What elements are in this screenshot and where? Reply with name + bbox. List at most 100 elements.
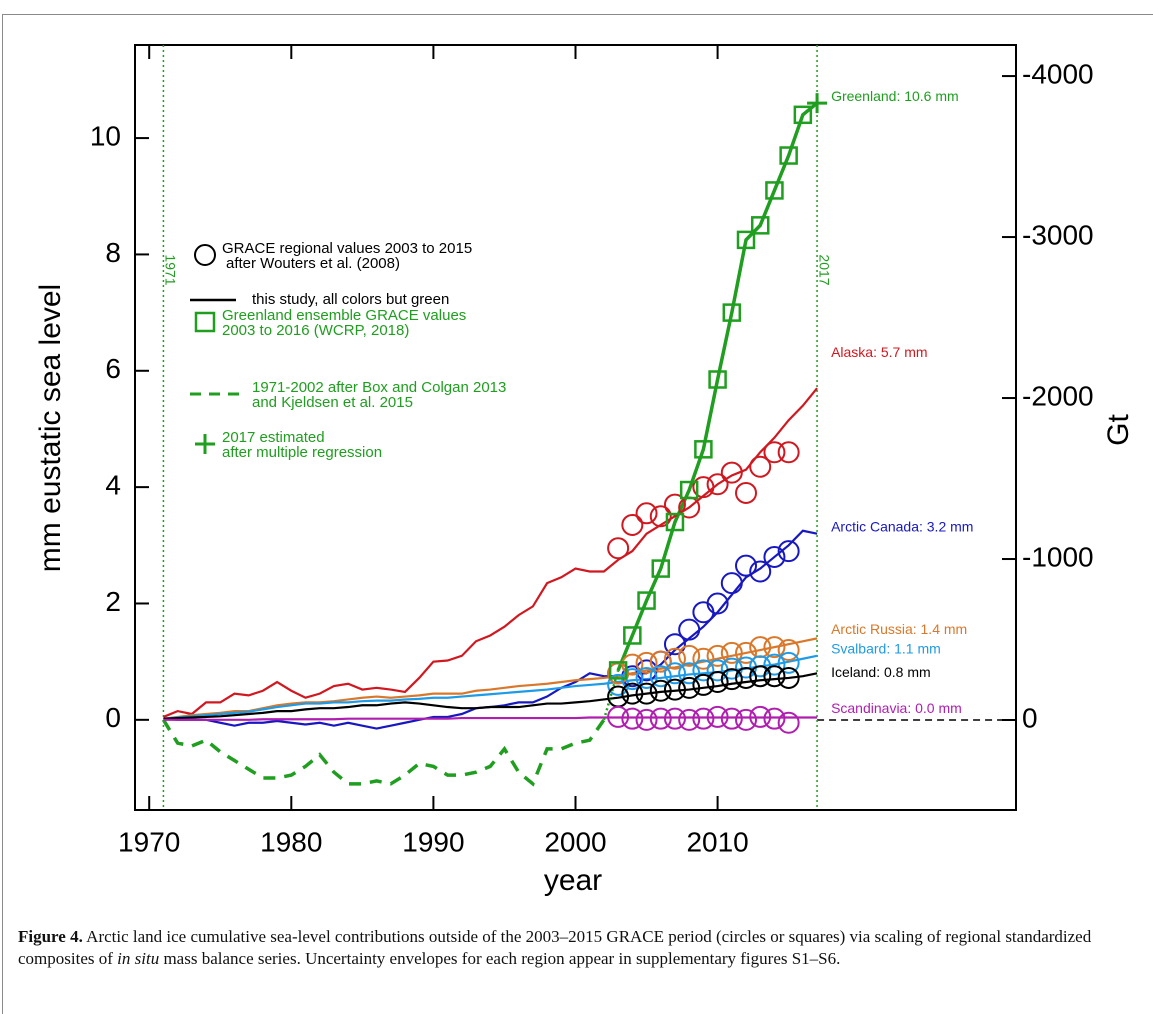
grace-point: [777, 666, 800, 689]
plot-frame: [134, 44, 1017, 811]
ensemble-square: [679, 480, 699, 500]
grace-point: [720, 641, 743, 664]
grace-point: [777, 639, 800, 662]
grace-point: [649, 505, 672, 528]
grace-point: [763, 653, 786, 676]
ensemble-square: [722, 303, 742, 322]
grace-point: [763, 636, 786, 659]
grace-point: [777, 711, 800, 734]
y2-tick-label: -2000: [1022, 380, 1094, 411]
grace-point: [763, 545, 786, 568]
y-tick-label: 0: [105, 702, 121, 733]
grace-point: [649, 665, 672, 688]
legend-symbol: [195, 434, 215, 454]
grace-point: [621, 682, 644, 705]
grace-point: [621, 653, 644, 676]
year-marker-label: 2017: [816, 254, 832, 285]
ensemble-square: [665, 512, 685, 532]
x-tick-label: 1990: [402, 826, 464, 857]
grace-point: [678, 618, 701, 641]
grace-point: [649, 650, 672, 673]
ensemble-square: [651, 559, 671, 578]
y-tick-label: 4: [105, 470, 121, 501]
grace-point: [692, 707, 715, 730]
legend-label: after multiple regression: [222, 444, 382, 461]
legend-label: GRACE regional values 2003 to 2015: [222, 240, 472, 257]
grace-point: [692, 647, 715, 670]
figure-frame: [2, 14, 1153, 1014]
ensemble-square: [793, 105, 813, 125]
grace-point: [706, 592, 729, 615]
series-line: [163, 716, 818, 721]
grace-point: [735, 641, 758, 664]
legend-label: Greenland ensemble GRACE values: [222, 307, 466, 324]
grace-point: [692, 601, 715, 624]
ensemble-square: [637, 591, 656, 610]
grace-point: [635, 708, 658, 731]
grace-point: [777, 540, 800, 563]
x-tick-label: 1980: [260, 826, 322, 857]
series-end-label: Alaska: 5.7 mm: [831, 344, 927, 360]
legend-label: after Wouters et al. (2008): [226, 255, 400, 272]
grace-point: [663, 633, 686, 656]
year-marker-label: 1971: [163, 254, 179, 285]
legend-label: this study, all colors but green: [252, 291, 449, 308]
legend-label: 1971-2002 after Box and Colgan 2013: [252, 379, 506, 396]
grace-point: [735, 481, 758, 504]
grace-point: [735, 708, 758, 731]
series-end-label: Arctic Canada: 3.2 mm: [831, 518, 973, 534]
grace-point: [678, 708, 701, 731]
grace-point: [635, 666, 658, 689]
grace-point: [692, 659, 715, 682]
y2-tick-label: 0: [1022, 702, 1038, 733]
estimate-plus: [807, 93, 828, 114]
y-tick-label: 2: [105, 586, 121, 617]
grace-point: [649, 707, 672, 730]
x-tick-label: 2010: [686, 826, 748, 857]
grace-point: [635, 502, 658, 525]
legend-label: 2003 to 2016 (WCRP, 2018): [222, 322, 409, 339]
ensemble-square: [623, 626, 642, 645]
grace-point: [663, 678, 686, 701]
grace-point: [678, 644, 701, 667]
grace-point: [720, 572, 743, 595]
ensemble-square: [779, 146, 798, 165]
series-end-label: Scandinavia: 0.0 mm: [831, 700, 962, 716]
grace-point: [763, 441, 786, 464]
series-line: [161, 718, 606, 787]
grace-point: [735, 666, 758, 689]
series-link: [602, 670, 620, 721]
grace-point: [749, 560, 772, 583]
caption-italic: in situ: [117, 949, 160, 968]
grace-point: [706, 671, 729, 694]
series-end-label: Greenland: 10.6 mm: [831, 88, 959, 104]
grace-point: [749, 705, 772, 728]
ensemble-square: [694, 440, 713, 459]
grace-point: [763, 707, 786, 730]
legend-label: 2017 estimated: [222, 429, 325, 446]
grace-point: [663, 647, 686, 670]
grace-point: [777, 441, 800, 464]
grace-point: [706, 473, 729, 496]
chart: mm eustatic sea level Gt year 1970 1980 19…: [34, 44, 1135, 897]
x-tick-label: 2000: [544, 826, 606, 857]
caption: Figure 4. Arctic land ice cumulative sea…: [18, 926, 1138, 970]
grace-point: [692, 673, 715, 696]
series-end-label: Arctic Russia: 1.4 mm: [831, 621, 967, 637]
grace-point: [749, 455, 772, 478]
grace-point: [649, 679, 672, 702]
ensemble-square: [736, 230, 756, 250]
series-end-label: Iceland: 0.8 mm: [831, 664, 931, 680]
caption-text: Arctic land ice cumulative sea-level con…: [18, 927, 1092, 968]
series-line: [616, 101, 819, 672]
x-tick-label: 1970: [118, 826, 180, 857]
grace-point: [720, 668, 743, 691]
grace-point: [621, 707, 644, 730]
series-line: [163, 529, 818, 730]
legend-symbol: [194, 311, 216, 333]
grace-point: [777, 651, 800, 674]
grace-point: [749, 665, 772, 688]
x-axis-label: year: [544, 864, 602, 897]
grace-point: [663, 707, 686, 730]
ensemble-square: [608, 661, 628, 680]
